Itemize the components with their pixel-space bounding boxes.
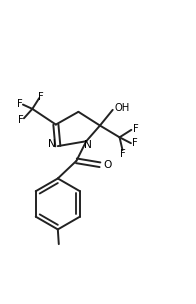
Text: O: O [104,160,112,170]
Text: F: F [133,124,139,134]
Text: N: N [48,139,56,149]
Text: OH: OH [115,103,130,113]
Text: F: F [120,149,126,159]
Text: N: N [84,140,92,150]
Text: F: F [17,99,23,109]
Text: F: F [18,115,24,125]
Text: F: F [38,92,44,102]
Text: F: F [132,138,138,147]
